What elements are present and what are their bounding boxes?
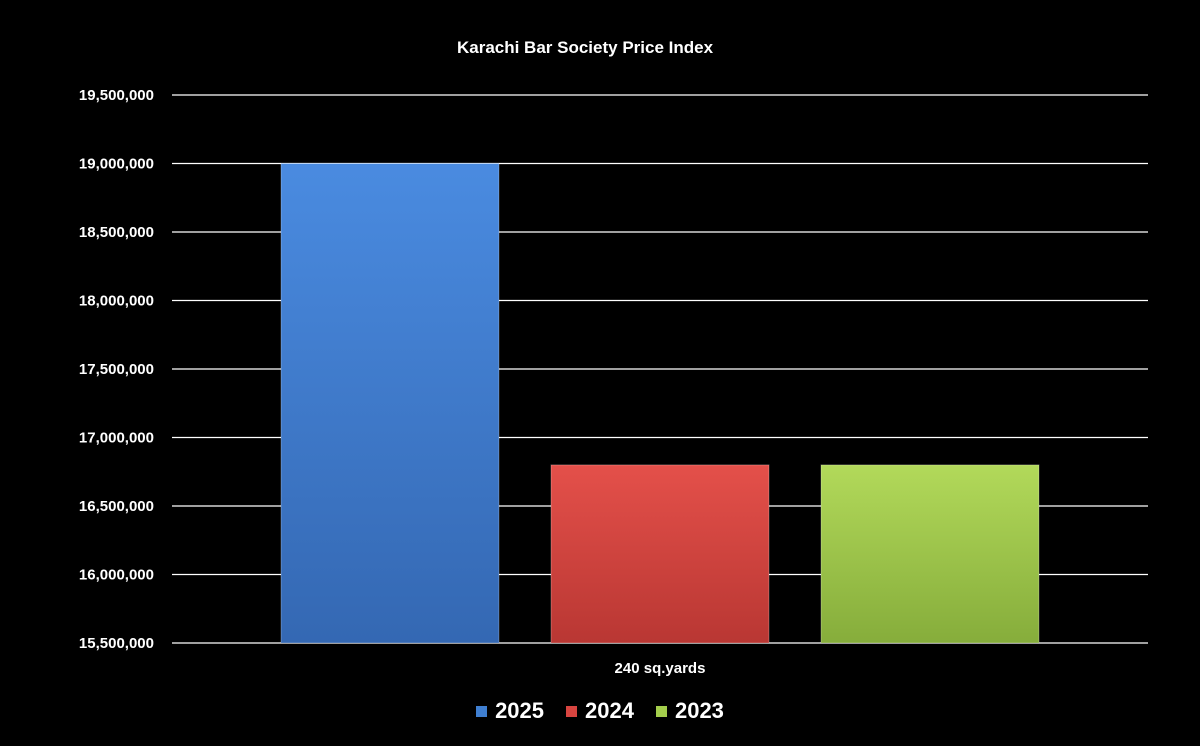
bar-2023: [820, 464, 1040, 644]
y-tick-label: 16,500,000: [79, 498, 154, 515]
bar-2025: [280, 163, 500, 644]
y-tick-label: 16,000,000: [79, 567, 154, 584]
y-tick-label: 17,500,000: [79, 361, 154, 378]
legend-label-2023: 2023: [674, 698, 724, 723]
legend-label-2025: 2025: [495, 698, 545, 723]
x-category-label: 240 sq.yards: [615, 660, 706, 677]
y-tick-label: 19,500,000: [79, 87, 154, 104]
legend-label-2024: 2024: [585, 698, 634, 723]
legend: 2025 2024 2023: [0, 694, 1200, 728]
bars: [280, 163, 1040, 644]
legend-swatch-2025: [476, 705, 488, 717]
legend-swatch-2023: [655, 705, 667, 717]
legend-item-2023: 2023: [655, 698, 724, 724]
y-tick-label: 17,000,000: [79, 430, 154, 447]
bar-2024: [550, 464, 770, 644]
legend-swatch-2024: [566, 705, 578, 717]
legend-item-2024: 2024: [566, 698, 634, 724]
y-tick-label: 18,000,000: [79, 293, 154, 310]
y-tick-label: 18,500,000: [79, 224, 154, 241]
y-tick-label: 15,500,000: [79, 635, 154, 652]
chart-title: Karachi Bar Society Price Index: [457, 38, 714, 57]
y-tick-label: 19,000,000: [79, 156, 154, 173]
legend-item-2025: 2025: [476, 698, 544, 724]
y-axis-tick-labels: 15,500,000 16,000,000 16,500,000 17,000,000…: [79, 87, 154, 652]
